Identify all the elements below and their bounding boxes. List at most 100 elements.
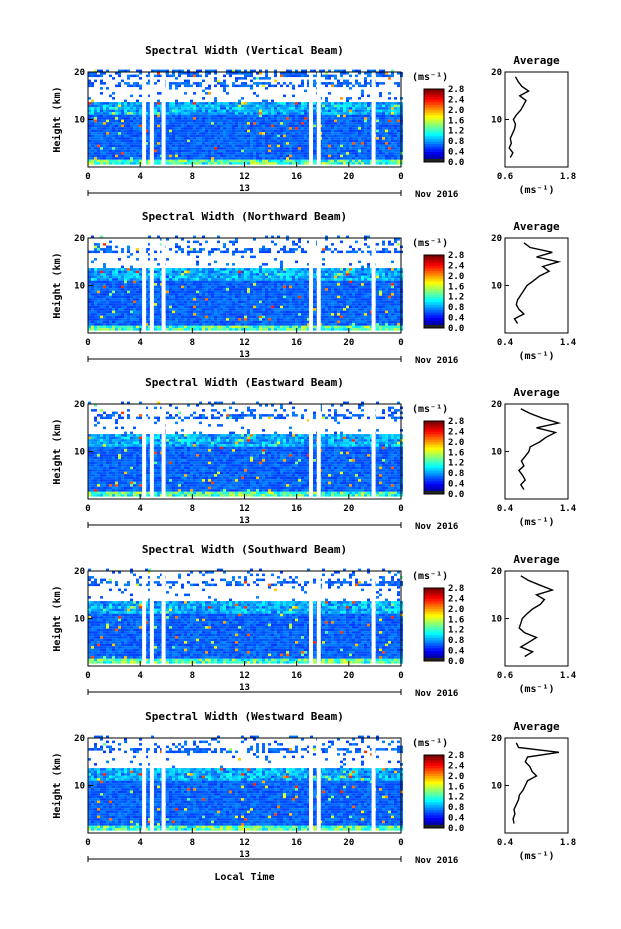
heatmap-cell — [232, 82, 235, 85]
heatmap-cell — [124, 137, 127, 140]
heatmap-cell — [124, 124, 127, 128]
heatmap-cell — [253, 310, 256, 314]
heatmap-cell — [352, 119, 355, 123]
heatmap-cell — [202, 144, 205, 148]
heatmap-cell — [124, 328, 127, 331]
heatmap-cell — [268, 305, 271, 309]
heatmap-cell — [127, 149, 130, 153]
heatmap-cell — [325, 293, 328, 296]
heatmap-cell — [175, 69, 178, 73]
heatmap-cell — [307, 119, 310, 123]
heatmap-cell — [160, 107, 163, 110]
heatmap-cell — [301, 154, 304, 158]
heatmap-cell — [238, 285, 241, 289]
heatmap-cell — [277, 325, 280, 329]
heatmap-cell — [247, 315, 250, 319]
heatmap-cell — [175, 290, 178, 294]
heatmap-cell — [157, 159, 160, 163]
heatmap-cell — [187, 117, 190, 120]
heatmap-cell — [388, 107, 391, 110]
heatmap-cell — [274, 303, 277, 306]
heatmap-cell — [370, 82, 373, 85]
heatmap-cell — [169, 325, 172, 329]
heatmap-cell — [244, 72, 247, 75]
heatmap-cell — [307, 137, 310, 140]
heatmap-cell — [190, 300, 193, 304]
heatmap-cell — [241, 305, 244, 309]
heatmap-cell — [337, 139, 340, 143]
heatmap-cell — [238, 328, 241, 331]
heatmap-cell — [184, 152, 187, 155]
heatmap-cell — [223, 134, 226, 138]
heatmap-cell — [250, 132, 253, 135]
heatmap-cell — [271, 149, 274, 153]
heatmap-cell — [274, 305, 277, 309]
heatmap-cell — [115, 134, 118, 138]
heatmap-cell — [136, 147, 139, 150]
heatmap-cell — [160, 310, 163, 314]
heatmap-cell — [367, 310, 370, 314]
heatmap-cell — [262, 77, 265, 80]
heatmap-cell — [349, 325, 352, 329]
heatmap-cell — [256, 114, 259, 118]
heatmap-cell — [295, 315, 298, 319]
heatmap-cell — [292, 320, 295, 324]
heatmap-cell — [217, 295, 220, 299]
heatmap-cell — [259, 127, 262, 130]
heatmap-cell — [118, 122, 121, 125]
heatmap-cell — [145, 119, 148, 123]
heatmap-cell — [355, 104, 358, 108]
heatmap-cell — [202, 102, 205, 105]
heatmap-cell — [238, 99, 241, 103]
heatmap-cell — [286, 154, 289, 158]
heatmap-cell — [289, 117, 292, 120]
heatmap-cell — [355, 300, 358, 304]
heatmap-cell — [94, 104, 97, 108]
heatmap-cell — [268, 157, 271, 160]
heatmap-cell — [166, 305, 169, 309]
heatmap-cell — [112, 139, 115, 143]
heatmap-cell — [250, 117, 253, 120]
heatmap-cell — [364, 149, 367, 153]
heatmap-cell — [160, 298, 163, 301]
heatmap-cell — [352, 149, 355, 153]
heatmap-cell — [133, 298, 136, 301]
heatmap-cell — [127, 315, 130, 319]
heatmap-cell — [127, 288, 130, 291]
heatmap-cell — [175, 137, 178, 140]
heatmap-cell — [322, 144, 325, 148]
heatmap-cell — [331, 305, 334, 309]
heatmap-cell — [280, 315, 283, 319]
heatmap-cell — [289, 112, 292, 115]
heatmap-cell — [367, 328, 370, 331]
heatmap-cell — [97, 117, 100, 120]
heatmap-cell — [334, 310, 337, 314]
heatmap-cell — [346, 147, 349, 150]
heatmap-cell — [181, 149, 184, 153]
heatmap-cell — [139, 318, 142, 321]
heatmap-cell — [136, 285, 139, 289]
heatmap-cell — [229, 122, 232, 125]
heatmap-cell — [382, 122, 385, 125]
heatmap-cell — [343, 313, 346, 316]
heatmap-cell — [343, 149, 346, 153]
heatmap-cell — [208, 290, 211, 294]
heatmap-cell — [112, 318, 115, 321]
heatmap-cell — [145, 288, 148, 291]
heatmap-cell — [304, 107, 307, 110]
heatmap-cell — [328, 137, 331, 140]
heatmap-cell — [151, 69, 154, 73]
heatmap-cell — [175, 310, 178, 314]
heatmap-cell — [277, 112, 280, 115]
heatmap-cell — [115, 313, 118, 316]
heatmap-cell — [271, 104, 274, 108]
heatmap-cell — [154, 320, 157, 324]
heatmap-cell — [250, 293, 253, 296]
heatmap-cell — [385, 315, 388, 319]
heatmap-cell — [139, 114, 142, 118]
heatmap-cell — [286, 72, 289, 75]
heatmap-cell — [199, 109, 202, 113]
heatmap-cell — [211, 102, 214, 105]
heatmap-cell — [100, 102, 103, 105]
heatmap-cell — [160, 117, 163, 120]
